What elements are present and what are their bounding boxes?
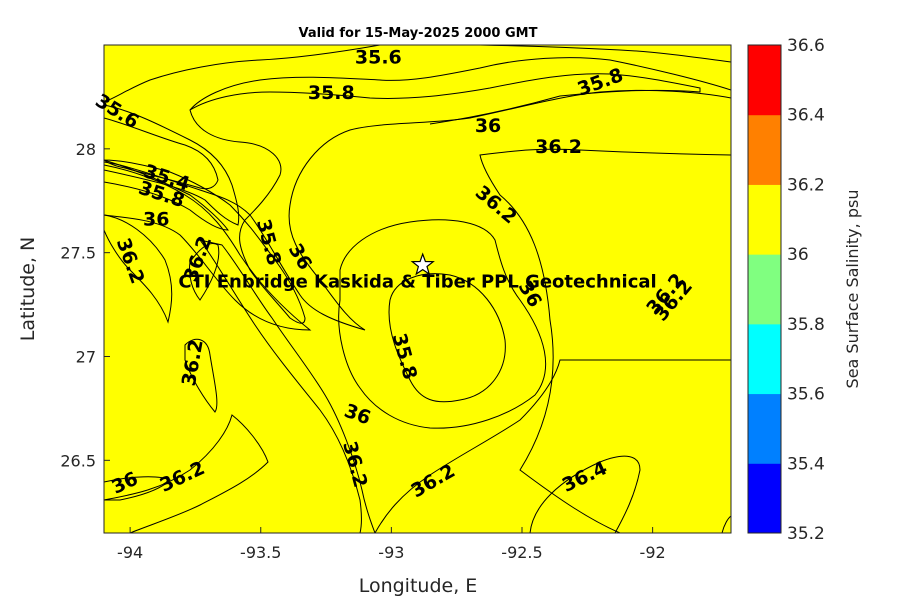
contour-label: 36 [475,115,501,137]
plot-frame [103,44,732,534]
plot-area [104,45,731,533]
contour-label: 35.6 [355,46,402,68]
region-36-2-sw [104,414,269,533]
site-marker: CTI Enbridge Kaskida & Tiber PPL Geotech… [178,252,657,293]
region-35-4-nw [104,104,240,226]
star-icon [410,252,435,276]
colorbar-swatch [748,114,781,185]
colorbar-swatch [748,184,781,255]
map-title: Valid for 15-May-2025 2000 GMT [299,26,538,41]
site-label: CTI Enbridge Kaskida & Tiber PPL Geotech… [178,272,656,293]
region-36-2-east [479,148,731,533]
x-tick-label: -92.5 [501,543,542,562]
region-36-2-tongue2 [184,338,218,413]
region-35-8-eddy [338,219,547,429]
colorbar-tick-label: 35.8 [787,315,825,335]
colorbar-frame [747,44,782,534]
colorbar: 35.2 35.4 35.6 35.8 36 36.2 36.4 36.6 [747,36,825,544]
colorbar-tick-label: 36 [787,245,809,265]
region-35-2 [104,117,219,190]
colorbar-tick-label: 36.4 [787,106,825,126]
region-35-4 [104,45,381,103]
colorbar-tick-label: 36.2 [787,175,825,195]
colorbar-swatch [748,254,781,325]
contour-label: 35.8 [308,82,355,104]
y-tick-label: 27 [76,347,96,366]
y-axis-ticks: 26.5 27 27.5 28 [60,140,110,470]
colorbar-tick-label: 35.4 [787,454,825,474]
region-36-4-corner [721,515,731,533]
colorbar-swatch [748,45,781,116]
contour-label: 36.2 [535,136,582,158]
colorbar-tick-label: 35.2 [787,524,825,544]
region-35-8-north [104,45,731,331]
region-35-8-west [104,164,312,331]
colorbar-swatch [748,393,781,464]
x-tick-label: -92 [640,543,666,562]
colorbar-tick-label: 36.6 [787,36,825,56]
colorbar-label: Sea Surface Salinity, psu [843,190,862,389]
colorbar-tick-label: 35.6 [787,385,825,405]
region-36-2-south [198,239,376,533]
region-36-4 [529,455,641,533]
region-36-2-se [374,359,731,533]
contour-label: 36 [143,208,169,230]
region-35-6-eddy [388,273,506,403]
region-35-8-inner [189,73,701,125]
y-tick-label: 27.5 [60,244,96,263]
region-36 [104,45,731,533]
x-axis-label: Longitude, E [359,575,478,597]
y-tick-label: 28 [76,140,96,159]
x-tick-label: -94 [117,543,143,562]
y-axis-label: Latitude, N [17,237,39,342]
colorbar-swatch [748,323,781,395]
x-tick-label: -93.5 [240,543,281,562]
region-36-2-west [104,214,173,324]
region-35-6-nw [104,159,230,231]
x-tick-label: -93 [378,543,404,562]
region-35-8-sw [104,476,171,501]
region-35-4-top [479,45,731,63]
x-axis-ticks: -94 -93.5 -93 -92.5 -92 [117,527,666,562]
y-tick-label: 26.5 [60,451,96,470]
colorbar-swatch [748,463,781,534]
region-35-6-north [104,45,731,324]
